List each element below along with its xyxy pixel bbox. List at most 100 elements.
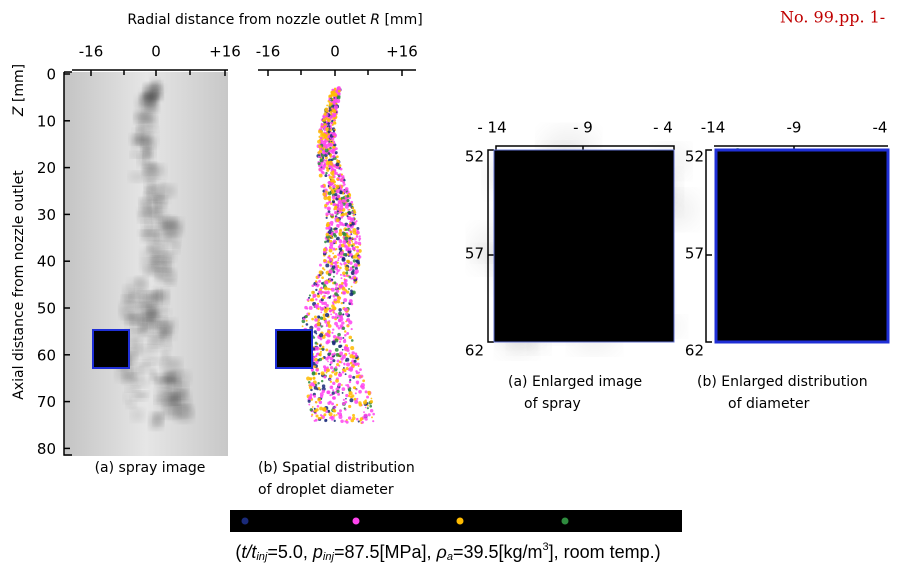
droplet	[328, 148, 331, 151]
droplet	[316, 322, 321, 327]
droplet	[321, 184, 325, 187]
droplet	[309, 408, 313, 412]
droplet	[366, 407, 369, 410]
droplet	[348, 404, 352, 409]
droplet	[341, 281, 344, 285]
tick-label: 52	[465, 148, 484, 166]
droplet	[325, 110, 329, 113]
droplet	[338, 372, 343, 377]
droplet	[328, 198, 332, 202]
droplet	[358, 237, 362, 241]
droplet	[354, 392, 357, 395]
droplet	[323, 413, 327, 417]
droplet	[331, 170, 335, 174]
droplet	[349, 361, 353, 365]
droplet	[312, 365, 316, 369]
droplet	[326, 224, 329, 228]
droplet	[356, 382, 359, 385]
droplet	[352, 413, 355, 417]
droplet	[331, 107, 334, 110]
droplet	[364, 406, 367, 409]
droplet	[338, 229, 343, 233]
droplet	[325, 325, 328, 327]
droplet	[329, 416, 332, 420]
spray-cloud	[175, 405, 194, 418]
droplet	[329, 366, 334, 370]
droplet	[348, 275, 352, 279]
droplet	[335, 324, 339, 328]
droplet	[308, 296, 311, 299]
spray-cloud	[160, 351, 168, 360]
droplet	[315, 346, 320, 351]
droplet	[336, 335, 340, 339]
droplet	[329, 242, 334, 247]
droplet	[327, 355, 331, 359]
droplet	[319, 344, 322, 347]
droplet	[348, 241, 351, 245]
droplet	[344, 312, 349, 316]
droplet	[336, 99, 341, 104]
droplet	[338, 336, 343, 341]
droplet	[321, 384, 326, 388]
droplet	[332, 114, 337, 118]
droplet	[344, 187, 349, 191]
y-unit: [mm]	[11, 64, 27, 107]
droplet	[318, 270, 323, 275]
droplet	[327, 136, 330, 139]
droplet	[367, 413, 371, 417]
droplet	[321, 389, 326, 394]
droplet	[328, 277, 332, 281]
droplet	[329, 288, 332, 291]
droplet	[327, 226, 331, 230]
droplet	[331, 265, 336, 269]
droplet	[342, 253, 347, 257]
droplet	[348, 255, 350, 257]
x-label: Radial distance from nozzle outlet	[127, 12, 370, 28]
droplet	[312, 293, 317, 298]
droplet	[326, 368, 330, 373]
droplet	[327, 230, 332, 235]
droplet	[325, 127, 329, 131]
droplet	[318, 173, 323, 178]
droplet	[333, 372, 338, 376]
droplet	[332, 154, 336, 158]
droplet	[353, 281, 356, 284]
droplet	[316, 352, 320, 355]
text-part: a	[447, 551, 453, 563]
droplet	[319, 350, 322, 353]
droplet	[316, 404, 320, 408]
droplet	[343, 179, 346, 182]
droplet	[340, 277, 343, 280]
droplet	[330, 178, 334, 183]
droplet	[350, 205, 353, 208]
tick-label: 40	[37, 253, 56, 271]
droplet	[372, 412, 375, 416]
tick-label: -16	[79, 43, 104, 61]
caption: (b) Enlarged distribution	[697, 374, 868, 390]
droplet	[325, 146, 328, 150]
droplet	[307, 399, 311, 403]
droplet	[335, 242, 337, 245]
spray-cloud	[153, 413, 164, 426]
droplet	[331, 340, 336, 345]
droplet	[318, 290, 323, 295]
tick-label: 50	[37, 300, 56, 318]
tick-label: 0	[330, 43, 340, 61]
droplet	[326, 167, 329, 170]
text-part: =39.5[kg/m	[453, 542, 543, 562]
droplet	[355, 235, 359, 238]
droplet	[324, 203, 328, 208]
droplet	[327, 210, 331, 214]
droplet	[318, 279, 322, 283]
droplet	[310, 415, 313, 418]
droplet	[347, 247, 352, 251]
droplet	[345, 420, 349, 424]
droplet	[326, 290, 330, 295]
droplet	[311, 371, 316, 376]
spray-cloud	[129, 171, 149, 183]
droplet	[326, 239, 330, 243]
droplet	[347, 208, 350, 211]
droplet	[334, 229, 338, 234]
droplet	[345, 347, 349, 350]
droplet	[338, 164, 342, 167]
